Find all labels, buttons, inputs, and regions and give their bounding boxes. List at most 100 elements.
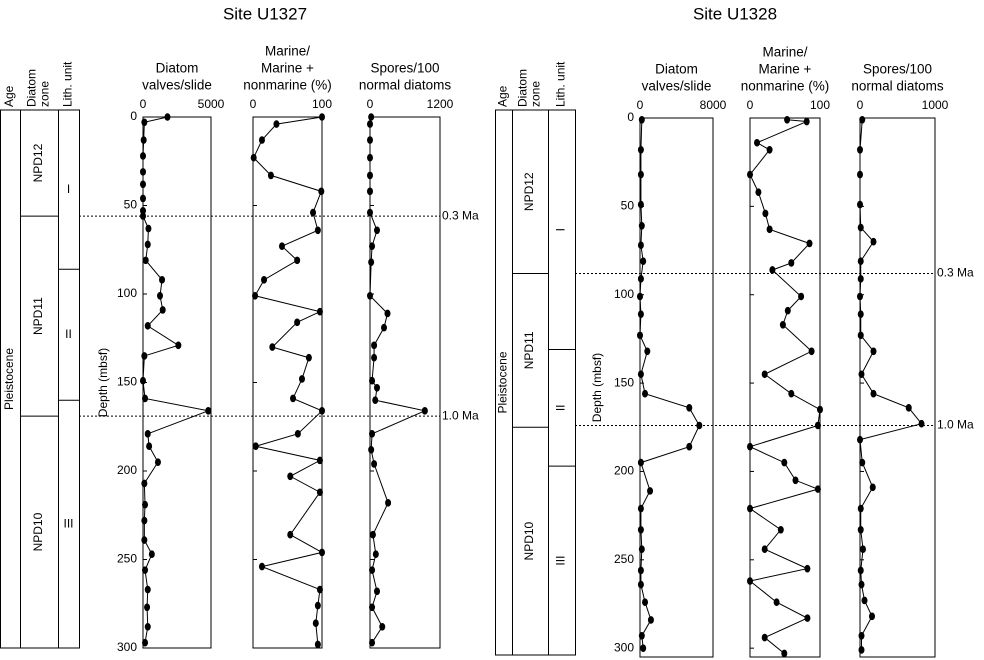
column-header: zone [38,81,52,107]
data-point [858,646,865,654]
strat-column [548,109,576,656]
data-point [258,136,265,144]
data-point [814,485,821,493]
panel-title: normal diatoms [851,79,944,94]
data-point [647,487,654,495]
data-point [146,442,153,451]
y-tick-label: 0 [627,110,634,124]
data-point [638,545,645,553]
data-point [385,499,392,507]
data-point [141,118,148,127]
data-point [857,435,863,444]
column-header: zone [529,81,543,107]
data-point [157,291,163,300]
x-tick-label: 0 [857,98,864,112]
data-point [368,258,375,266]
y-tick-label: 250 [614,552,634,566]
data-point [319,548,325,557]
data-point [369,638,376,647]
data-point [779,320,786,329]
data-point [374,587,380,596]
column-header: Diatom [25,69,39,107]
zone-label: NPD12 [522,172,536,211]
data-point [142,256,149,265]
x-tick-label: 100 [810,98,830,112]
data-point [918,419,925,428]
data-point [369,430,376,438]
panel-title: Marine + [759,62,812,77]
data-point [269,343,276,351]
y-tick-label: 250 [117,552,137,566]
x-tick-label: 0 [367,97,374,111]
data-point [858,370,865,379]
data-point [803,117,810,126]
data-point [384,309,391,318]
data-point [367,136,373,144]
data-point [766,146,773,154]
data-point [642,598,649,607]
data-point [319,113,325,121]
data-point [777,525,784,534]
data-point [273,120,280,128]
data-point [142,638,149,647]
unit-label: III [63,516,73,530]
data-point [859,458,866,467]
data-point [861,596,868,605]
data-point [637,525,644,534]
y-tick-label: 100 [117,286,137,300]
data-point [761,545,768,553]
panel-title: Diatom [655,62,698,77]
data-point [258,562,265,571]
zone-label: NPD11 [522,331,536,369]
y-tick-label: 0 [130,109,137,123]
panel-title: nonmarine (%) [243,78,332,93]
data-point [686,442,693,451]
data-point [637,370,644,379]
site-title: Site U1328 [693,4,777,23]
data-point [175,341,182,350]
column-header: Age [496,85,510,107]
data-point [369,603,376,612]
data-point [381,323,387,332]
data-point [140,376,146,385]
data-point [640,644,647,652]
data-point [154,458,161,466]
data-point [637,292,643,301]
data-point [379,622,386,631]
data-point [644,347,651,356]
age-label: Pleistocene [2,348,16,410]
data-point [637,504,644,513]
data-point [637,146,644,154]
data-point [369,376,376,385]
y-tick-label: 50 [124,198,138,212]
zone-label: NPD11 [31,297,45,335]
data-point [369,566,376,574]
data-point [367,171,373,180]
data-point [640,257,647,265]
data-point [637,241,644,250]
x-tick-label: 0 [250,97,257,111]
data-point [637,580,644,589]
data-point [857,331,864,340]
data-point [857,566,864,575]
data-point [747,442,753,451]
data-point [159,306,166,314]
unit-label: II [65,327,72,341]
zone-label: NPD10 [31,512,45,551]
data-point [367,291,373,300]
data-point [374,226,380,235]
panel-title: Diatom [156,61,199,76]
data-point [637,458,644,467]
data-point [857,504,864,513]
data-point [638,631,645,640]
data-point [814,421,821,430]
data-point [316,585,323,594]
y-tick-label: 200 [614,464,634,478]
data-point [144,603,151,612]
data-point [870,347,877,356]
data-point [421,407,428,415]
data-point [142,500,149,509]
data-point [371,341,378,350]
data-point [372,396,379,405]
data-point [860,545,866,553]
